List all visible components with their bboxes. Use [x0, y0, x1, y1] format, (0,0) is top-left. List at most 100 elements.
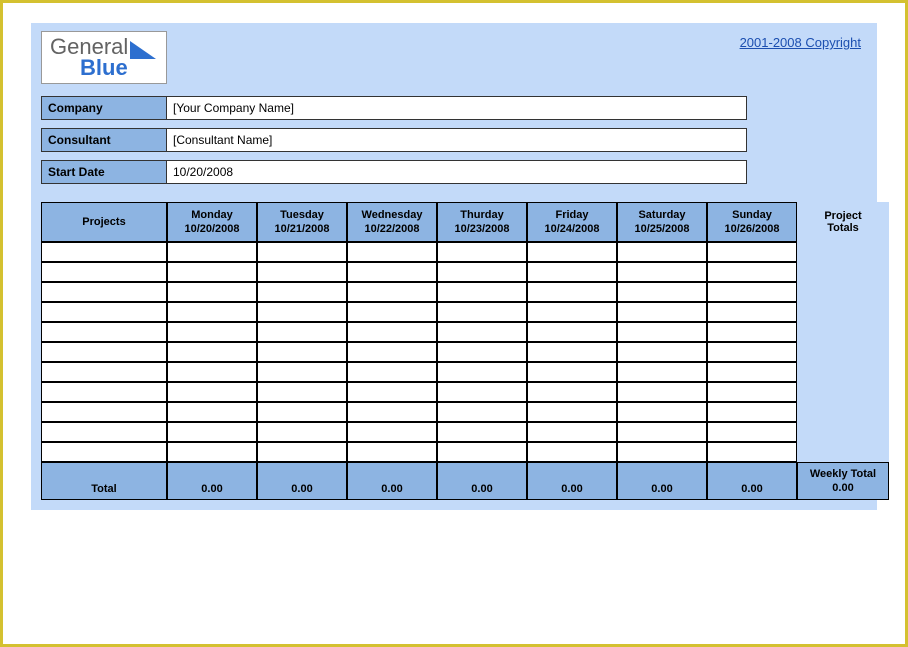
- hours-cell[interactable]: [707, 242, 797, 262]
- copyright-link[interactable]: 2001-2008 Copyright: [740, 31, 867, 50]
- hours-cell[interactable]: [707, 322, 797, 342]
- hours-cell[interactable]: [707, 422, 797, 442]
- hours-cell[interactable]: [527, 362, 617, 382]
- hours-cell[interactable]: [707, 262, 797, 282]
- row-total-cell: [797, 282, 889, 302]
- hours-cell[interactable]: [167, 422, 257, 442]
- hours-cell[interactable]: [707, 402, 797, 422]
- hours-cell[interactable]: [257, 302, 347, 322]
- hours-cell[interactable]: [257, 422, 347, 442]
- hours-cell[interactable]: [437, 262, 527, 282]
- hours-cell[interactable]: [257, 382, 347, 402]
- row-total-cell: [797, 362, 889, 382]
- hours-cell[interactable]: [617, 282, 707, 302]
- project-name-cell[interactable]: [41, 322, 167, 342]
- hours-cell[interactable]: [437, 342, 527, 362]
- hours-cell[interactable]: [437, 302, 527, 322]
- hours-cell[interactable]: [617, 402, 707, 422]
- hours-cell[interactable]: [617, 362, 707, 382]
- consultant-label: Consultant: [41, 128, 167, 152]
- hours-cell[interactable]: [167, 302, 257, 322]
- hours-cell[interactable]: [257, 322, 347, 342]
- hours-cell[interactable]: [347, 282, 437, 302]
- hours-cell[interactable]: [257, 362, 347, 382]
- hours-cell[interactable]: [707, 282, 797, 302]
- hours-cell[interactable]: [707, 362, 797, 382]
- hours-cell[interactable]: [527, 342, 617, 362]
- hours-cell[interactable]: [527, 322, 617, 342]
- hours-cell[interactable]: [167, 322, 257, 342]
- hours-cell[interactable]: [437, 242, 527, 262]
- hours-cell[interactable]: [167, 402, 257, 422]
- startdate-value[interactable]: 10/20/2008: [167, 160, 747, 184]
- project-name-cell[interactable]: [41, 262, 167, 282]
- hours-cell[interactable]: [527, 282, 617, 302]
- hours-cell[interactable]: [167, 382, 257, 402]
- hours-cell[interactable]: [437, 442, 527, 462]
- hours-cell[interactable]: [707, 382, 797, 402]
- hours-cell[interactable]: [527, 382, 617, 402]
- project-name-cell[interactable]: [41, 362, 167, 382]
- hours-cell[interactable]: [347, 322, 437, 342]
- project-name-cell[interactable]: [41, 342, 167, 362]
- hours-cell[interactable]: [437, 282, 527, 302]
- project-name-cell[interactable]: [41, 242, 167, 262]
- hours-cell[interactable]: [347, 442, 437, 462]
- hours-cell[interactable]: [617, 442, 707, 462]
- hours-cell[interactable]: [167, 242, 257, 262]
- row-total-cell: [797, 382, 889, 402]
- row-total-cell: [797, 342, 889, 362]
- hours-cell[interactable]: [167, 262, 257, 282]
- hours-cell[interactable]: [347, 402, 437, 422]
- hours-cell[interactable]: [707, 342, 797, 362]
- hours-cell[interactable]: [527, 262, 617, 282]
- hours-cell[interactable]: [617, 342, 707, 362]
- hours-cell[interactable]: [347, 342, 437, 362]
- hours-cell[interactable]: [617, 262, 707, 282]
- hours-cell[interactable]: [527, 442, 617, 462]
- hours-cell[interactable]: [437, 362, 527, 382]
- hours-cell[interactable]: [347, 382, 437, 402]
- hours-cell[interactable]: [257, 282, 347, 302]
- hours-cell[interactable]: [437, 382, 527, 402]
- project-name-cell[interactable]: [41, 442, 167, 462]
- hours-cell[interactable]: [347, 362, 437, 382]
- hours-cell[interactable]: [347, 262, 437, 282]
- hours-cell[interactable]: [527, 402, 617, 422]
- hours-cell[interactable]: [617, 422, 707, 442]
- hours-cell[interactable]: [527, 242, 617, 262]
- project-name-cell[interactable]: [41, 422, 167, 442]
- hours-cell[interactable]: [257, 402, 347, 422]
- hours-cell[interactable]: [617, 322, 707, 342]
- hours-cell[interactable]: [617, 382, 707, 402]
- hours-cell[interactable]: [167, 342, 257, 362]
- project-name-cell[interactable]: [41, 382, 167, 402]
- project-name-cell[interactable]: [41, 282, 167, 302]
- hours-cell[interactable]: [527, 302, 617, 322]
- hours-cell[interactable]: [167, 282, 257, 302]
- hours-cell[interactable]: [707, 302, 797, 322]
- hours-cell[interactable]: [437, 422, 527, 442]
- hours-cell[interactable]: [707, 442, 797, 462]
- col-header-day: Tuesday10/21/2008: [257, 202, 347, 242]
- project-name-cell[interactable]: [41, 402, 167, 422]
- company-value[interactable]: [Your Company Name]: [167, 96, 747, 120]
- hours-cell[interactable]: [527, 422, 617, 442]
- col-header-day: Saturday10/25/2008: [617, 202, 707, 242]
- hours-cell[interactable]: [167, 442, 257, 462]
- hours-cell[interactable]: [257, 342, 347, 362]
- hours-cell[interactable]: [257, 242, 347, 262]
- row-total-cell: [797, 442, 889, 462]
- hours-cell[interactable]: [347, 302, 437, 322]
- hours-cell[interactable]: [167, 362, 257, 382]
- hours-cell[interactable]: [617, 302, 707, 322]
- hours-cell[interactable]: [437, 322, 527, 342]
- consultant-value[interactable]: [Consultant Name]: [167, 128, 747, 152]
- hours-cell[interactable]: [347, 242, 437, 262]
- hours-cell[interactable]: [257, 442, 347, 462]
- project-name-cell[interactable]: [41, 302, 167, 322]
- hours-cell[interactable]: [437, 402, 527, 422]
- hours-cell[interactable]: [257, 262, 347, 282]
- hours-cell[interactable]: [617, 242, 707, 262]
- hours-cell[interactable]: [347, 422, 437, 442]
